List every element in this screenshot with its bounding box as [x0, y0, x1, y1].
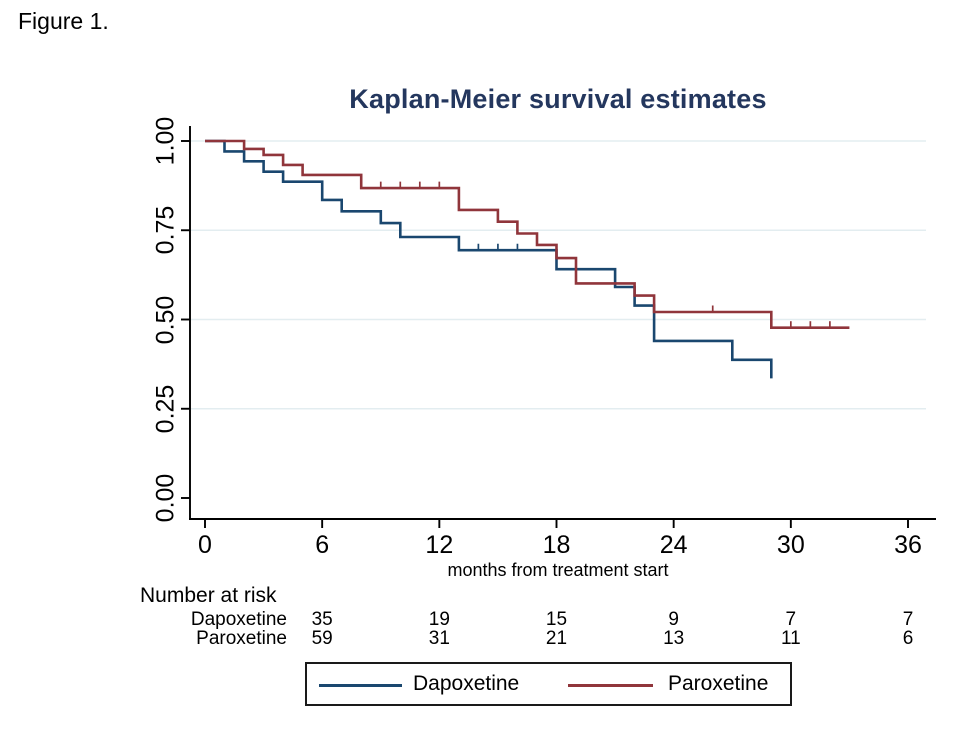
- x-tick-label: 12: [425, 531, 454, 559]
- y-tick-label: 0.25: [151, 384, 180, 434]
- risk-count: 11: [780, 628, 801, 649]
- y-tick-label: 0.00: [151, 473, 180, 523]
- risk-count: 9: [668, 609, 679, 630]
- x-axis-title: months from treatment start: [447, 560, 669, 580]
- risk-count: 7: [902, 609, 914, 630]
- risk-table-title: Number at risk: [140, 584, 277, 607]
- x-tick-label: 30: [776, 531, 805, 559]
- x-tick-label: 18: [542, 531, 571, 559]
- figure-label: Figure 1.: [18, 8, 109, 34]
- risk-count: 6: [902, 628, 914, 649]
- legend-label-dapoxetine: Dapoxetine: [413, 672, 520, 695]
- risk-row-label-dapoxetine: Dapoxetine: [190, 609, 287, 630]
- legend-box: Dapoxetine Paroxetine: [305, 662, 792, 706]
- x-tick-label: 6: [315, 531, 330, 559]
- risk-count: 19: [428, 609, 450, 630]
- y-tick-label: 0.50: [151, 295, 180, 344]
- legend-line-dapoxetine-icon: [319, 684, 402, 687]
- risk-count: 31: [428, 628, 450, 649]
- risk-count: 13: [663, 628, 685, 649]
- y-tick-label: 0.75: [151, 205, 180, 255]
- risk-count: 21: [545, 628, 568, 649]
- risk-count: 15: [545, 609, 568, 630]
- risk-count: 59: [311, 628, 333, 649]
- x-tick-label: 24: [659, 531, 688, 559]
- legend-label-paroxetine: Paroxetine: [668, 672, 769, 695]
- survival-curve-dapoxetine: [205, 139, 773, 379]
- risk-count: 7: [785, 609, 797, 630]
- chart-title: Kaplan-Meier survival estimates: [349, 84, 767, 114]
- x-tick-label: 36: [894, 531, 922, 559]
- risk-row-label-paroxetine: Paroxetine: [196, 628, 287, 649]
- y-tick-label: 1.00: [151, 116, 180, 166]
- legend-line-paroxetine-icon: [568, 684, 653, 687]
- x-tick-label: 0: [198, 531, 212, 559]
- risk-count: 35: [311, 609, 333, 630]
- survival-curve-paroxetine: [205, 139, 850, 329]
